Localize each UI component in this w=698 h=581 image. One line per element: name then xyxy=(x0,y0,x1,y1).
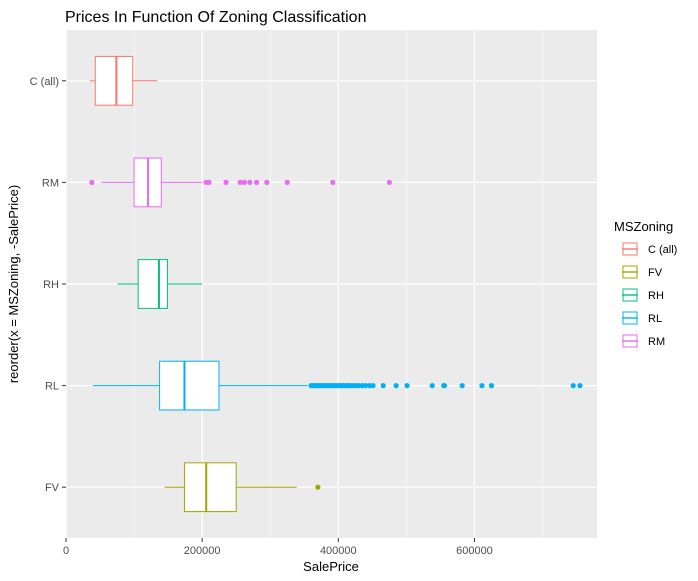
box-iqr xyxy=(137,259,168,309)
outlier-point xyxy=(479,383,485,389)
outlier-point xyxy=(386,179,392,185)
legend-item: FV xyxy=(622,265,663,279)
legend-item: RH xyxy=(622,288,664,302)
y-tick-label: RL xyxy=(45,381,59,393)
outlier-point xyxy=(264,179,270,185)
box-c-all xyxy=(89,55,158,106)
outlier-point xyxy=(237,179,243,185)
outlier-point xyxy=(330,179,336,185)
outlier-point xyxy=(404,383,410,389)
y-tick-label: C (all) xyxy=(30,76,59,88)
y-axis-title: reorder(x = MSZoning, -SalePrice) xyxy=(6,185,21,383)
legend-label: RM xyxy=(648,336,665,348)
outlier-point xyxy=(254,179,260,185)
box-fv xyxy=(164,462,321,513)
outlier-point xyxy=(441,383,448,389)
legend-item: C (all) xyxy=(622,242,677,256)
x-tick-label: 600000 xyxy=(456,545,493,557)
outlier-point xyxy=(89,179,95,185)
box-iqr xyxy=(94,55,134,106)
outlier-point xyxy=(247,179,253,185)
box-iqr xyxy=(159,360,220,411)
outlier-point xyxy=(315,484,321,490)
legend-item: RM xyxy=(622,334,665,348)
legend-label: RH xyxy=(648,290,664,302)
box-rh xyxy=(117,259,203,309)
outlier-point xyxy=(284,179,290,185)
outlier-point xyxy=(488,383,495,389)
y-tick-label: FV xyxy=(45,482,60,494)
legend-item: RL xyxy=(622,311,662,325)
outlier-point xyxy=(459,383,465,389)
outlier-point xyxy=(429,383,435,389)
box-layer xyxy=(89,55,583,513)
x-tick-label: 0 xyxy=(63,545,69,557)
box-rm xyxy=(89,157,392,208)
x-axis-title: SalePrice xyxy=(303,559,359,574)
legend-title: MSZoning xyxy=(614,219,673,234)
x-tick-label: 200000 xyxy=(184,545,221,557)
outlier-point xyxy=(577,383,583,389)
x-axis: 0 200000 400000 600000 xyxy=(63,538,493,557)
x-tick-label: 400000 xyxy=(320,545,357,557)
outlier-point xyxy=(206,179,212,185)
outlier-point xyxy=(223,179,229,185)
outlier-point xyxy=(241,179,247,185)
y-axis: C (all) RM RH RL FV xyxy=(30,76,66,494)
chart-title: Prices In Function Of Zoning Classificat… xyxy=(65,9,366,26)
y-tick-label: RH xyxy=(43,279,59,291)
y-tick-label: RM xyxy=(42,177,59,189)
legend-label: C (all) xyxy=(648,244,677,256)
outlier-point xyxy=(370,383,376,389)
legend-label: RL xyxy=(648,313,662,325)
outlier-point xyxy=(570,383,576,389)
outlier-point xyxy=(362,383,369,389)
box-rl xyxy=(92,360,583,411)
legend-label: FV xyxy=(648,267,663,279)
box-iqr xyxy=(183,462,237,513)
legend: MSZoning C (all) FV RH RL RM xyxy=(614,219,677,348)
outlier-point xyxy=(380,383,386,389)
outlier-point xyxy=(393,383,399,389)
